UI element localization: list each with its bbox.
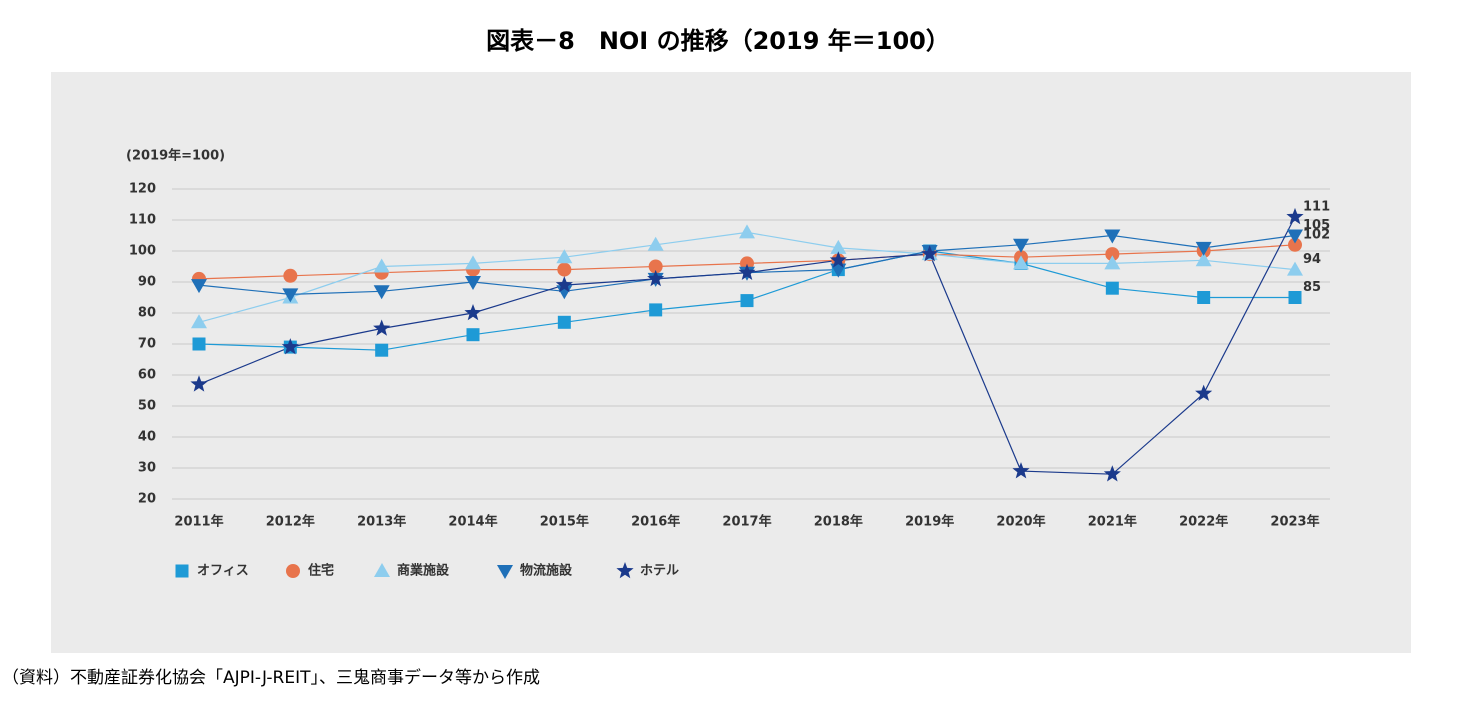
data-point: [190, 375, 208, 392]
data-label: 111: [1303, 199, 1330, 214]
y-tick-label: 40: [138, 430, 156, 445]
y-tick-label: 80: [138, 306, 156, 321]
data-point: [1105, 247, 1120, 262]
y-axis-label: (2019年=100): [126, 148, 225, 164]
x-tick-label: 2014年: [448, 514, 497, 530]
data-point: [1287, 229, 1303, 244]
x-tick-label: 2019年: [905, 514, 954, 530]
data-point: [1195, 241, 1212, 256]
data-point: [1195, 252, 1212, 267]
data-point: [647, 269, 665, 287]
data-point: [1104, 229, 1121, 244]
x-tick-label: 2011年: [174, 514, 223, 530]
y-tick-label: 100: [129, 244, 156, 259]
y-tick-label: 120: [129, 182, 156, 197]
data-point: [191, 279, 207, 294]
legend-label: 商業施設: [397, 563, 450, 579]
y-tick-label: 110: [129, 213, 156, 228]
data-point: [1197, 291, 1211, 304]
data-label: 85: [1303, 280, 1321, 295]
data-point: [1287, 261, 1303, 276]
y-tick-label: 90: [138, 275, 156, 290]
data-point: [466, 328, 480, 342]
y-tick-label: 50: [138, 399, 156, 414]
data-point: [1288, 291, 1302, 304]
data-point: [648, 259, 663, 274]
x-tick-label: 2022年: [1179, 514, 1228, 530]
data-label: 94: [1303, 252, 1321, 267]
x-tick-label: 2023年: [1270, 514, 1319, 530]
data-point: [739, 224, 755, 239]
chart-title: 図表－8 NOI の推移（2019 年＝100）: [486, 27, 950, 55]
data-point: [1288, 237, 1302, 252]
data-label: 102: [1303, 227, 1330, 242]
data-point: [647, 236, 664, 251]
data-point: [557, 315, 571, 329]
data-point: [375, 343, 389, 357]
data-point: [557, 262, 572, 277]
legend-marker: [286, 564, 300, 578]
data-point: [1286, 207, 1304, 225]
x-tick-label: 2013年: [357, 514, 406, 530]
data-point: [1105, 281, 1119, 295]
data-point: [830, 263, 847, 278]
legend-label: 物流施設: [520, 563, 573, 579]
data-point: [191, 314, 207, 329]
legend-marker: [374, 563, 390, 577]
legend-label: オフィス: [197, 564, 249, 579]
y-tick-label: 60: [138, 368, 156, 383]
data-label: 105: [1303, 218, 1330, 233]
y-tick-label: 20: [138, 492, 156, 507]
data-point: [373, 285, 390, 300]
data-point: [465, 255, 481, 270]
data-point: [1195, 384, 1213, 401]
legend-marker: [175, 564, 189, 578]
x-tick-label: 2018年: [814, 514, 863, 530]
legend-label: 住宅: [308, 563, 334, 579]
data-point: [555, 276, 573, 293]
x-tick-label: 2021年: [1088, 514, 1137, 530]
data-point: [1103, 465, 1121, 482]
data-point: [192, 337, 206, 351]
x-tick-label: 2020年: [996, 514, 1045, 530]
legend-marker: [497, 565, 513, 579]
data-point: [1013, 238, 1029, 253]
data-point: [373, 258, 390, 273]
data-point: [1013, 255, 1029, 270]
data-point: [283, 268, 298, 283]
data-point: [830, 239, 847, 254]
data-point: [281, 338, 299, 355]
x-tick-label: 2012年: [266, 514, 315, 530]
data-point: [282, 288, 299, 303]
data-point: [465, 276, 481, 290]
data-point: [464, 304, 482, 321]
legend-marker: [616, 562, 634, 579]
x-tick-label: 2017年: [722, 514, 771, 530]
data-point: [921, 245, 939, 262]
data-point: [1012, 462, 1030, 479]
data-point: [649, 303, 663, 317]
data-point: [373, 319, 391, 336]
y-tick-label: 70: [138, 337, 156, 352]
data-point: [829, 251, 847, 268]
x-tick-label: 2015年: [540, 514, 589, 530]
x-tick-label: 2016年: [631, 514, 680, 530]
data-point: [740, 294, 754, 308]
data-point: [738, 263, 756, 280]
data-point: [556, 249, 573, 264]
y-tick-label: 30: [138, 461, 156, 476]
source-note: （資料）不動産証券化協会「AJPI-J-REIT」、三鬼商事データ等から作成: [2, 667, 540, 688]
legend-label: ホテル: [640, 564, 679, 579]
data-point: [1104, 255, 1121, 270]
plot-panel: [51, 72, 1411, 653]
